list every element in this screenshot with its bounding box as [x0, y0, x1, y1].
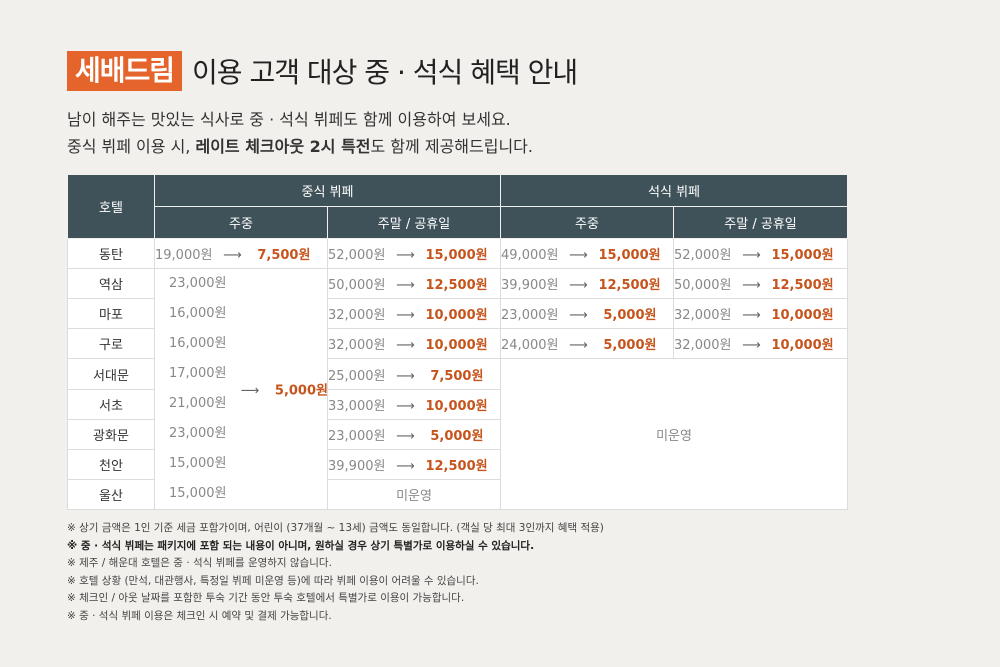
- arrow-icon: ⟶: [569, 278, 588, 293]
- page-title: 이용 고객 대상 중 · 석식 혜택 안내: [192, 56, 578, 89]
- footnote: ※ 호텔 상황 (만석, 대관행사, 특정일 뷔페 미운영 등)에 따라 뷔페 …: [67, 574, 479, 587]
- arrow-icon: ⟶: [396, 308, 415, 323]
- price-cell: 39,900원 ⟶ 12,500원: [326, 449, 502, 480]
- intro-line-1: 남이 해주는 맛있는 식사로 중 · 석식 뷔페도 함께 이용하여 보세요.: [67, 110, 511, 129]
- table-row: 서대문 25,000원 ⟶ 7,500원 미운영: [67, 358, 849, 510]
- arrow-icon: ⟶: [240, 383, 260, 399]
- intro-line-2: 중식 뷔페 이용 시, 레이트 체크아웃 2시 특전도 함께 제공해드립니다.: [67, 133, 533, 160]
- price-cell: 23,000원 ⟶ 5,000원: [326, 419, 502, 450]
- lunch-weekday-header: 주중: [154, 206, 328, 239]
- arrow-icon: ⟶: [396, 338, 415, 353]
- merged-special-price: ⟶ 5,000원: [230, 380, 328, 399]
- hotel-name: 마포: [67, 298, 155, 329]
- hotel-name: 역삼: [67, 268, 155, 299]
- footnotes: ※ 상기 금액은 1인 기준 세금 포함가이며, 어린이 (37개월 ~ 13세…: [67, 520, 604, 625]
- dinner-not-operated-cell: 미운영: [500, 358, 849, 510]
- hotel-name: 구로: [67, 328, 155, 359]
- arrow-icon: ⟶: [569, 338, 588, 353]
- arrow-icon: ⟶: [396, 429, 415, 444]
- footnote: ※ 중 · 석식 뷔페 이용은 체크인 시 예약 및 결제 가능합니다.: [67, 609, 332, 622]
- old-price: 21,000원: [169, 396, 227, 411]
- intro-line-2-post: 도 함께 제공해드립니다.: [370, 137, 533, 156]
- hotel-name: 서초: [67, 389, 155, 420]
- price-cell: 32,000원 ⟶ 10,000원: [326, 328, 502, 359]
- price-cell: 49,000원 ⟶ 15,000원: [500, 238, 675, 269]
- old-price: 23,000원: [169, 276, 227, 291]
- hotel-name: 동탄: [67, 238, 155, 269]
- hotel-name: 서대문: [67, 358, 155, 390]
- hotel-header: 호텔: [67, 174, 155, 239]
- table-row: 광화문 23,000원 ⟶ 5,000원: [67, 419, 848, 450]
- buffet-price-table: 호텔 중식 뷔페 석식 뷔페 주중 주말 / 공휴일 주중 주말 / 공휴일 동…: [67, 174, 849, 510]
- arrow-icon: ⟶: [396, 368, 415, 384]
- hotel-name: 천안: [67, 449, 155, 480]
- intro-text: 남이 해주는 맛있는 식사로 중 · 석식 뷔페도 함께 이용하여 보세요. 중…: [67, 106, 533, 160]
- lunch-weekend-not-operated: 미운영: [326, 479, 502, 510]
- footnote: ※ 제주 / 해운대 호텔은 중 · 석식 뷔페를 운영하지 않습니다.: [67, 557, 332, 569]
- footnote: ※ 상기 금액은 1인 기준 세금 포함가이며, 어린이 (37개월 ~ 13세…: [67, 522, 604, 534]
- price-cell: 52,000원 ⟶ 15,000원: [673, 238, 849, 269]
- arrow-icon: ⟶: [742, 248, 761, 263]
- table-row: 동탄 19,000원 ⟶ 7,500원 52,000원 ⟶ 15,000원 49,000…: [67, 238, 849, 269]
- lunch-weekend-header: 주말 / 공휴일: [326, 206, 502, 239]
- arrow-icon: ⟶: [396, 399, 415, 414]
- table-row: 마포 32,000원 ⟶ 10,000원 23,000원 ⟶ 5,000원 32,000…: [67, 298, 849, 329]
- price-cell: 32,000원 ⟶ 10,000원: [673, 328, 849, 359]
- hotel-name: 울산: [67, 479, 155, 510]
- arrow-icon: ⟶: [223, 248, 242, 263]
- price-cell: 19,000원 ⟶ 7,500원: [154, 238, 328, 269]
- old-price: 17,000원: [169, 366, 227, 381]
- price-cell: 32,000원 ⟶ 10,000원: [673, 298, 849, 329]
- intro-line-2-highlight: 레이트 체크아웃 2시 특전: [195, 137, 371, 156]
- price-cell: 50,000원 ⟶ 12,500원: [326, 268, 502, 299]
- footnote-emphasis: ※ 중 · 석식 뷔페는 패키지에 포함 되는 내용이 아니며, 원하실 경우 …: [67, 539, 535, 552]
- title-row: 세배드림 이용 고객 대상 중 · 석식 혜택 안내: [67, 51, 578, 91]
- lunch-buffet-header: 중식 뷔페: [153, 174, 502, 207]
- table-row: 역삼 23,000원 16,000원 16,000원 17,000원 21,00…: [67, 268, 849, 510]
- old-price: 16,000원: [169, 336, 227, 351]
- dinner-weekend-header: 주말 / 공휴일: [673, 206, 849, 239]
- price-cell: 24,000원 ⟶ 5,000원: [500, 328, 675, 359]
- merged-lunch-weekday-cell: 23,000원 16,000원 16,000원 17,000원 21,000원 …: [154, 268, 328, 510]
- old-price: 23,000원: [169, 426, 227, 441]
- price-cell: 52,000원 ⟶ 15,000원: [326, 238, 502, 269]
- price-cell: 32,000원 ⟶ 10,000원: [326, 298, 502, 329]
- arrow-icon: ⟶: [742, 338, 761, 353]
- old-price: 16,000원: [169, 306, 227, 321]
- price-cell: 50,000원 ⟶ 12,500원: [673, 268, 849, 299]
- table-row: 울산 미운영: [67, 479, 848, 510]
- footnote: ※ 체크인 / 아웃 날짜를 포함한 투숙 기간 동안 투숙 호텔에서 특별가로…: [67, 592, 465, 604]
- price-cell: 25,000원 ⟶ 7,500원: [326, 358, 502, 390]
- arrow-icon: ⟶: [569, 248, 588, 263]
- arrow-icon: ⟶: [396, 459, 415, 474]
- price-cell: 23,000원 ⟶ 5,000원: [500, 298, 675, 329]
- old-price: 15,000원: [169, 456, 227, 471]
- arrow-icon: ⟶: [742, 308, 761, 323]
- intro-line-2-pre: 중식 뷔페 이용 시,: [67, 137, 196, 156]
- price-cell: 39,900원 ⟶ 12,500원: [500, 268, 675, 299]
- table-row: 천안 39,900원 ⟶ 12,500원: [67, 449, 848, 480]
- old-price: 15,000원: [169, 486, 227, 501]
- arrow-icon: ⟶: [396, 248, 415, 263]
- brand-badge: 세배드림: [67, 51, 183, 91]
- price-cell: 33,000원 ⟶ 10,000원: [326, 389, 502, 420]
- arrow-icon: ⟶: [569, 308, 588, 323]
- arrow-icon: ⟶: [396, 278, 415, 293]
- dinner-weekday-header: 주중: [500, 206, 675, 239]
- arrow-icon: ⟶: [742, 278, 761, 293]
- dinner-buffet-header: 석식 뷔페: [500, 174, 849, 207]
- hotel-name: 광화문: [67, 419, 155, 450]
